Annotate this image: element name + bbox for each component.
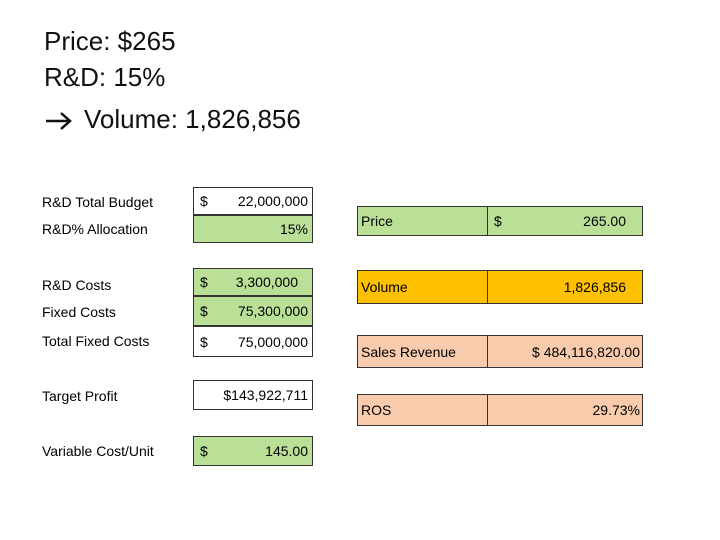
row-cell: Sales Revenue $ 484,116,820.00	[357, 335, 643, 368]
amount: 22,000,000	[237, 193, 308, 209]
arrow-icon	[46, 112, 72, 130]
amount: 75,300,000	[237, 303, 308, 319]
row-label: Total Fixed Costs	[42, 333, 150, 349]
row-cell: ROS 29.73%	[357, 394, 643, 426]
header-line: Price: $265	[44, 26, 176, 56]
amount: $143,922,711	[223, 387, 308, 403]
currency: $	[200, 443, 208, 459]
row-label: Volume	[361, 279, 408, 295]
amount: 265.00	[583, 213, 626, 229]
row-label: R&D Total Budget	[42, 194, 154, 210]
currency: $	[494, 213, 502, 229]
cell-divider	[487, 271, 488, 303]
amount: $ 484,116,820.00	[532, 343, 640, 360]
value-cell: $75,000,000	[193, 326, 313, 357]
row-label: Fixed Costs	[42, 304, 116, 320]
amount: 145.00	[265, 443, 308, 459]
amount: 3,300,000	[235, 274, 298, 290]
value-cell: $3,300,000	[193, 268, 313, 296]
cell-divider	[487, 207, 488, 235]
cell-divider	[487, 336, 488, 367]
row-label: R&D% Allocation	[42, 221, 148, 237]
value-cell: 15%	[193, 215, 313, 243]
currency: $	[200, 333, 208, 350]
row-label: Variable Cost/Unit	[42, 443, 154, 459]
row-label: ROS	[361, 402, 392, 418]
currency: $	[200, 274, 208, 290]
currency: $	[200, 193, 208, 209]
currency: $	[200, 303, 208, 319]
header-line: Volume: 1,826,856	[84, 104, 301, 134]
amount: 15%	[279, 221, 308, 237]
row-cell: Volume 1,826,856	[357, 270, 643, 304]
row-label: Sales Revenue	[361, 343, 456, 360]
amount: 29.73%	[592, 402, 640, 418]
row-cell: Price $265.00	[357, 206, 643, 236]
value-cell: $143,922,711	[193, 380, 313, 410]
value-cell: $145.00	[193, 436, 313, 466]
amount: 75,000,000	[237, 333, 308, 350]
row-label: R&D Costs	[42, 277, 112, 293]
header-line: R&D: 15%	[44, 62, 166, 92]
row-label: Price	[361, 213, 393, 229]
amount: 1,826,856	[563, 279, 626, 295]
value-cell: $75,300,000	[193, 296, 313, 326]
row-label: Target Profit	[42, 388, 118, 404]
cell-divider	[487, 395, 488, 425]
value-cell: $22,000,000	[193, 187, 313, 215]
